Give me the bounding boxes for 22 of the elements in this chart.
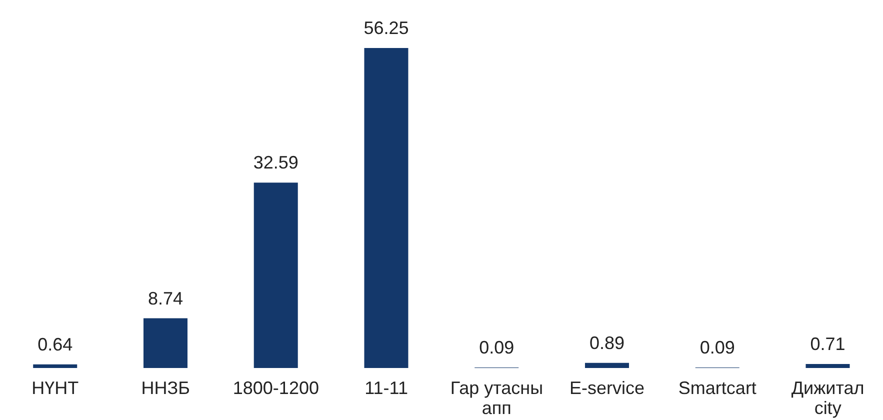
bar bbox=[806, 364, 850, 368]
x-tick-label: E-service bbox=[570, 378, 645, 398]
data-label: 0.64 bbox=[38, 334, 73, 354]
x-tick-label: Гар утасны апп bbox=[450, 378, 544, 418]
x-tick-label: Дижитал city bbox=[791, 378, 864, 418]
bar bbox=[254, 182, 298, 368]
data-label: 0.09 bbox=[479, 337, 514, 358]
data-label: 32.59 bbox=[253, 152, 298, 173]
x-tick-label: ННЗБ bbox=[141, 378, 190, 398]
data-label: 56.25 bbox=[364, 18, 409, 38]
data-label: 0.89 bbox=[589, 332, 625, 353]
bar bbox=[33, 364, 78, 368]
bar bbox=[364, 48, 408, 368]
data-label: 8.74 bbox=[148, 288, 184, 308]
x-tick-label: Smartcart bbox=[678, 378, 756, 398]
x-tick-label: 11-11 bbox=[364, 378, 408, 398]
data-label: 0.09 bbox=[700, 337, 735, 358]
bar bbox=[584, 362, 629, 368]
data-label: 0.71 bbox=[810, 334, 846, 354]
x-tick-label: 1800-1200 bbox=[232, 378, 319, 398]
x-tick-label: НҮНТ bbox=[32, 378, 79, 398]
bar bbox=[143, 318, 188, 368]
